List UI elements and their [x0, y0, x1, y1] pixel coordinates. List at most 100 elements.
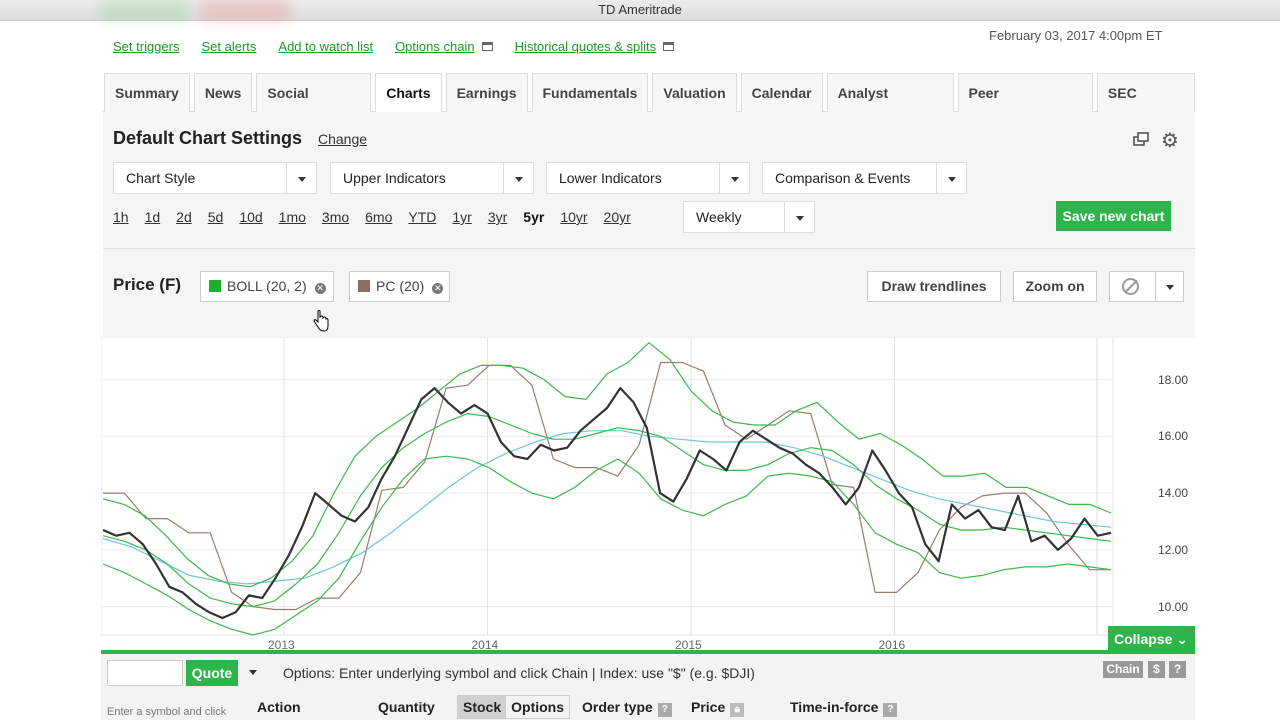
tif-label: Time-in-force [790, 699, 879, 715]
toolbar-link[interactable]: Set alerts [201, 39, 256, 54]
comparison-events-dropdown[interactable]: Comparison & Events [762, 162, 967, 194]
range-3yr[interactable]: 3yr [487, 209, 508, 225]
toolbar-link[interactable]: Historical quotes & splits [515, 39, 675, 54]
timestamp: February 03, 2017 4:00pm ET [989, 28, 1163, 43]
remove-icon[interactable]: ✕ [314, 283, 326, 294]
range-20yr[interactable]: 20yr [603, 209, 631, 225]
price-line [102, 386, 1112, 620]
tab-fundamentals[interactable]: Fundamentals [531, 73, 649, 112]
toolbar-link-label: Set triggers [113, 39, 180, 54]
quote-button[interactable]: Quote [186, 660, 238, 686]
plot-area [100, 336, 1114, 636]
popout-icon[interactable] [1133, 132, 1149, 146]
range-10yr[interactable]: 10yr [560, 209, 588, 225]
upper-indicators-dropdown[interactable]: Upper Indicators [330, 162, 534, 194]
dropdown-label: Comparison & Events [775, 170, 911, 186]
range-1yr[interactable]: 1yr [452, 209, 472, 225]
price-chart[interactable]: 18.00 16.00 14.00 12.00 10.00 2013 2014 2015 20… [100, 336, 1195, 655]
prohibited-icon [1122, 278, 1139, 295]
color-swatch [358, 280, 370, 292]
tab-social-signals[interactable]: Social Signals [256, 73, 372, 139]
zoom-button[interactable]: Zoom on [1013, 271, 1097, 302]
tab-analyst-reports[interactable]: Analyst Reports [826, 73, 954, 139]
lock-icon: 🔒︎ [730, 703, 745, 717]
window-titlebar: TD Ameritrade [0, 0, 1280, 21]
indicator-line [102, 412, 1112, 608]
symbol-hint: Enter a symbol and click [107, 706, 227, 718]
chevron-down-icon [936, 163, 966, 193]
tab-charts[interactable]: Charts [375, 73, 442, 113]
blur-decoration [200, 0, 290, 21]
help-button[interactable]: ? [1169, 661, 1186, 678]
help-icon[interactable]: ? [657, 703, 672, 717]
chart-style-dropdown[interactable]: Chart Style [113, 162, 317, 194]
tab-peer-comparison[interactable]: Peer Comparison [957, 73, 1093, 139]
y-tick-label: 10.00 [1158, 599, 1189, 614]
lower-indicators-dropdown[interactable]: Lower Indicators [546, 162, 750, 194]
order-type-header: Order type? [582, 699, 672, 717]
range-6mo[interactable]: 6mo [365, 209, 393, 225]
stock-toggle[interactable]: Stock [458, 696, 507, 718]
tab-news[interactable]: News [193, 73, 253, 112]
hand-cursor-icon [313, 310, 329, 332]
stock-options-toggle: Stock Options [457, 695, 571, 719]
range-1d[interactable]: 1d [144, 209, 161, 225]
tab-valuation[interactable]: Valuation [652, 73, 737, 112]
chevron-down-icon [784, 202, 814, 232]
range-5d[interactable]: 5d [207, 209, 224, 225]
window-icon [481, 42, 493, 51]
chevron-down-icon: ⌄ [1176, 631, 1188, 647]
chevron-down-icon[interactable] [249, 670, 257, 679]
tab-earnings[interactable]: Earnings [445, 73, 528, 112]
save-chart-button[interactable]: Save new chart [1056, 201, 1171, 231]
collapse-button[interactable]: Collapse ⌄ [1108, 626, 1195, 652]
tab-sec-filings[interactable]: SEC Filings [1096, 73, 1195, 139]
collapse-label: Collapse [1114, 631, 1173, 647]
gear-icon[interactable]: ⚙ [1161, 130, 1179, 152]
chain-button[interactable]: Chain [1103, 661, 1143, 678]
remove-icon[interactable]: ✕ [432, 283, 444, 294]
price-label: Price (F) [113, 275, 182, 294]
range-10d[interactable]: 10d [239, 209, 263, 225]
settings-title: Default Chart Settings [113, 128, 303, 148]
order-type-label: Order type [582, 699, 653, 715]
dollar-button[interactable]: $ [1148, 661, 1165, 678]
time-in-force-header: Time-in-force? [790, 699, 898, 717]
price-header: Price 🔒︎ [691, 699, 745, 717]
toolbar-link[interactable]: Add to watch list [278, 39, 373, 54]
range-3mo[interactable]: 3mo [321, 209, 350, 225]
indicator-chip-boll[interactable]: BOLL (20, 2) ✕ [200, 271, 334, 302]
range-1mo[interactable]: 1mo [278, 209, 306, 225]
x-tick-label: 2014 [471, 638, 499, 652]
frequency-dropdown[interactable]: Weekly [683, 201, 815, 233]
order-entry-bar: Quote Options: Enter underlying symbol a… [101, 654, 1195, 720]
toolbar-link[interactable]: Options chain [395, 39, 493, 54]
y-tick-label: 16.00 [1158, 429, 1189, 444]
dropdown-label: Lower Indicators [559, 170, 662, 186]
window-icon [663, 42, 675, 51]
range-ytd[interactable]: YTD [408, 209, 437, 225]
indicator-chip-pc[interactable]: PC (20) ✕ [349, 271, 450, 302]
draw-trendlines-button[interactable]: Draw trendlines [867, 271, 1001, 302]
help-icon[interactable]: ? [883, 703, 898, 717]
toolbar-link-label: Add to watch list [278, 39, 374, 54]
tab-summary[interactable]: Summary [104, 73, 190, 112]
indicator-line [103, 361, 1111, 611]
y-tick-label: 18.00 [1158, 372, 1189, 387]
options-toggle[interactable]: Options [511, 699, 565, 715]
range-5yr[interactable]: 5yr [523, 209, 545, 225]
toolbar-link[interactable]: Set triggers [113, 39, 179, 54]
x-tick-label: 2016 [878, 638, 906, 652]
range-2d[interactable]: 2d [176, 209, 192, 225]
range-1h[interactable]: 1h [113, 209, 129, 225]
change-link[interactable]: Change [318, 131, 368, 147]
dropdown-label: Weekly [696, 209, 742, 225]
color-swatch [209, 280, 221, 292]
tab-calendar[interactable]: Calendar [740, 73, 823, 112]
price-header-label: Price [691, 699, 726, 715]
chevron-down-icon [503, 163, 533, 193]
time-range-selector: 1h 1d 2d 5d 10d 1mo 3mo 6mo YTD 1yr 3yr 5yr 10yr 20yr [113, 209, 647, 225]
symbol-input[interactable] [107, 660, 183, 686]
clear-drawings-button[interactable] [1109, 271, 1184, 302]
y-tick-label: 12.00 [1158, 542, 1189, 557]
